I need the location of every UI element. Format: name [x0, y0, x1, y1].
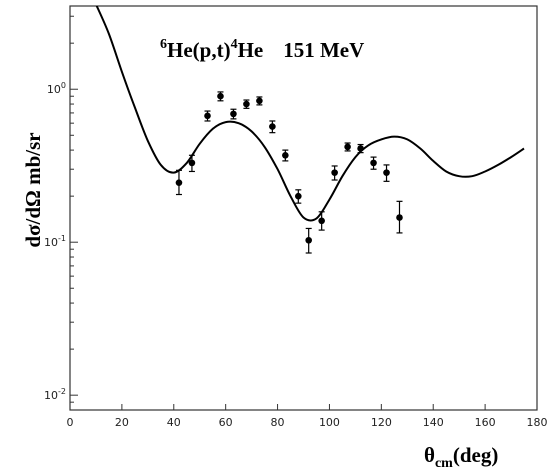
data-point: [357, 143, 364, 154]
data-marker: [396, 214, 403, 221]
x-tick-label: 160: [475, 416, 496, 429]
x-tick-label: 120: [371, 416, 392, 429]
data-marker: [230, 110, 237, 118]
data-marker: [217, 92, 224, 100]
x-tick-label: 180: [527, 416, 548, 429]
x-axis: 0 20 40 60 80 100 120 140 160 180: [67, 404, 548, 429]
data-marker: [243, 100, 250, 108]
theory-curve: [95, 6, 525, 222]
data-point: [217, 91, 224, 102]
data-marker: [269, 123, 276, 130]
theory-curve-layer: [95, 6, 525, 222]
data-marker: [383, 169, 390, 176]
data-points-layer: [175, 91, 403, 254]
data-marker: [305, 236, 312, 244]
x-tick-label: 60: [219, 416, 233, 429]
data-point: [230, 108, 237, 120]
y-tick-label: 100: [47, 81, 66, 96]
data-point: [305, 227, 312, 254]
y-axis: 100 10-1 10-2: [44, 15, 78, 411]
data-marker: [175, 179, 183, 186]
data-point: [175, 169, 183, 196]
x-tick-label: 100: [319, 416, 340, 429]
data-point: [370, 156, 377, 170]
plot-frame: [69, 5, 538, 411]
data-point: [331, 165, 338, 181]
x-tick-label: 80: [271, 416, 285, 429]
x-tick-label: 40: [167, 416, 181, 429]
x-tick-label: 140: [423, 416, 444, 429]
data-marker: [188, 159, 196, 167]
data-point: [282, 149, 289, 162]
x-tick-label: 20: [115, 416, 129, 429]
data-marker: [318, 217, 325, 225]
data-marker: [370, 159, 377, 167]
data-point: [295, 189, 302, 204]
data-point: [383, 164, 390, 182]
chart-title: 6He(p,t)4He 151 MeV: [160, 37, 364, 62]
data-marker: [256, 97, 263, 105]
y-axis-label: dσ/dΩ mb/sr: [21, 132, 45, 247]
data-marker: [344, 143, 351, 151]
y-tick-label: 10-2: [44, 387, 66, 402]
data-point: [204, 110, 211, 122]
data-marker: [295, 192, 302, 200]
data-point: [256, 96, 263, 106]
data-point: [318, 211, 325, 231]
data-point: [269, 120, 276, 134]
data-point: [344, 142, 351, 152]
data-marker: [357, 145, 364, 152]
data-marker: [282, 151, 289, 159]
data-marker: [204, 112, 211, 120]
data-marker: [331, 169, 338, 176]
data-point: [188, 154, 196, 173]
data-point: [243, 99, 250, 109]
x-axis-label: θcm(deg): [424, 443, 498, 470]
y-tick-label: 10-1: [44, 234, 66, 249]
data-point: [396, 200, 403, 234]
x-tick-label: 0: [67, 416, 74, 429]
